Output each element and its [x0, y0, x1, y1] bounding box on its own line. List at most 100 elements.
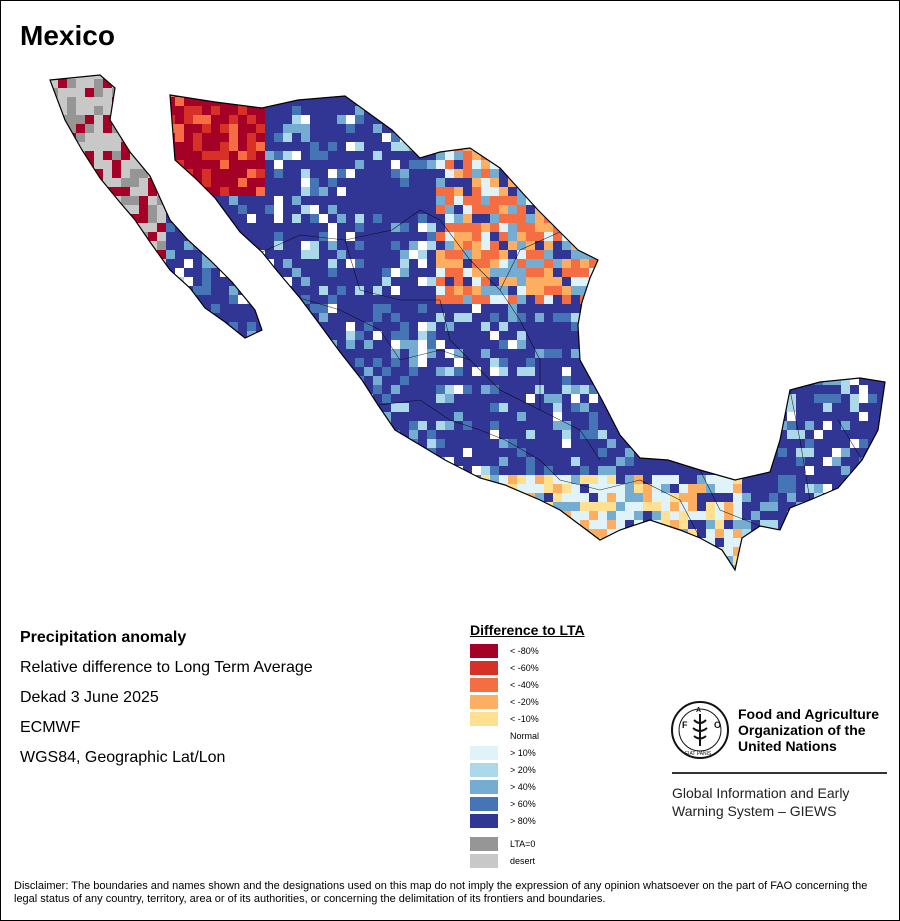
grid-cell	[373, 106, 382, 115]
grid-cell	[301, 223, 310, 232]
grid-cell	[50, 466, 58, 475]
grid-cell	[193, 115, 202, 124]
grid-cell	[283, 376, 292, 385]
grid-cell	[463, 538, 472, 547]
grid-cell	[283, 214, 292, 223]
grid-cell	[139, 106, 148, 115]
grid-cell	[418, 358, 427, 367]
grid-cell	[76, 106, 85, 115]
grid-cell	[283, 439, 292, 448]
grid-cell	[787, 484, 796, 493]
grid-cell	[652, 160, 661, 169]
grid-cell	[355, 151, 364, 160]
grid-cell	[850, 385, 859, 394]
grid-cell	[454, 286, 463, 295]
grid-cell	[247, 367, 256, 376]
grid-cell	[787, 232, 796, 241]
grid-cell	[670, 376, 679, 385]
grid-cell	[382, 484, 391, 493]
grid-cell	[616, 75, 625, 79]
grid-cell	[697, 448, 706, 457]
grid-cell	[742, 133, 751, 142]
grid-cell	[76, 79, 85, 88]
grid-cell	[769, 196, 778, 205]
grid-cell	[166, 484, 175, 493]
grid-cell	[103, 277, 112, 286]
grid-cell	[50, 196, 58, 205]
grid-cell	[166, 187, 175, 196]
grid-cell	[193, 205, 202, 214]
grid-cell	[391, 214, 400, 223]
grid-cell	[634, 124, 643, 133]
grid-cell	[625, 385, 634, 394]
grid-cell	[769, 304, 778, 313]
grid-cell	[670, 133, 679, 142]
grid-cell	[472, 340, 481, 349]
grid-cell	[544, 232, 553, 241]
grid-cell	[103, 205, 112, 214]
grid-cell	[877, 124, 885, 133]
grid-cell	[652, 412, 661, 421]
grid-cell	[535, 493, 544, 502]
grid-cell	[877, 304, 885, 313]
grid-cell	[229, 331, 238, 340]
grid-cell	[184, 484, 193, 493]
grid-cell	[607, 520, 616, 529]
grid-cell	[139, 538, 148, 547]
grid-cell	[130, 322, 139, 331]
grid-cell	[238, 241, 247, 250]
grid-cell	[625, 322, 634, 331]
grid-cell	[40, 70, 49, 79]
grid-cell	[409, 79, 418, 88]
grid-cell	[319, 349, 328, 358]
grid-cell	[508, 187, 517, 196]
grid-cell	[166, 304, 175, 313]
grid-cell	[265, 358, 274, 367]
grid-cell	[346, 457, 355, 466]
grid-cell	[805, 502, 814, 511]
grid-cell	[607, 457, 616, 466]
grid-cell	[193, 394, 202, 403]
grid-cell	[472, 277, 481, 286]
grid-cell	[526, 205, 535, 214]
grid-cell	[292, 493, 301, 502]
grid-cell	[211, 322, 220, 331]
grid-cell	[157, 520, 166, 529]
grid-cell	[50, 538, 58, 547]
grid-cell	[472, 394, 481, 403]
grid-cell	[445, 88, 454, 97]
grid-cell	[265, 196, 274, 205]
grid-cell	[193, 340, 202, 349]
grid-cell	[463, 484, 472, 493]
grid-cell	[337, 286, 346, 295]
grid-cell	[463, 205, 472, 214]
grid-cell	[625, 421, 634, 430]
grid-cell	[823, 250, 832, 259]
grid-cell	[769, 439, 778, 448]
grid-cell	[787, 304, 796, 313]
grid-cell	[346, 187, 355, 196]
grid-cell	[193, 268, 202, 277]
grid-cell	[310, 196, 319, 205]
grid-cell	[274, 340, 283, 349]
grid-cell	[58, 385, 67, 394]
grid-cell	[760, 205, 769, 214]
grid-cell	[157, 430, 166, 439]
grid-cell	[58, 304, 67, 313]
grid-cell	[166, 75, 175, 79]
grid-cell	[535, 466, 544, 475]
grid-cell	[616, 241, 625, 250]
grid-cell	[472, 484, 481, 493]
grid-cell	[418, 88, 427, 97]
grid-cell	[805, 394, 814, 403]
grid-cell	[670, 88, 679, 97]
grid-cell	[652, 457, 661, 466]
grid-cell	[76, 133, 85, 142]
grid-cell	[184, 412, 193, 421]
grid-cell	[886, 421, 895, 430]
grid-cell	[481, 259, 490, 268]
grid-cell	[544, 133, 553, 142]
grid-cell	[544, 313, 553, 322]
grid-cell	[238, 439, 247, 448]
grid-cell	[418, 511, 427, 520]
